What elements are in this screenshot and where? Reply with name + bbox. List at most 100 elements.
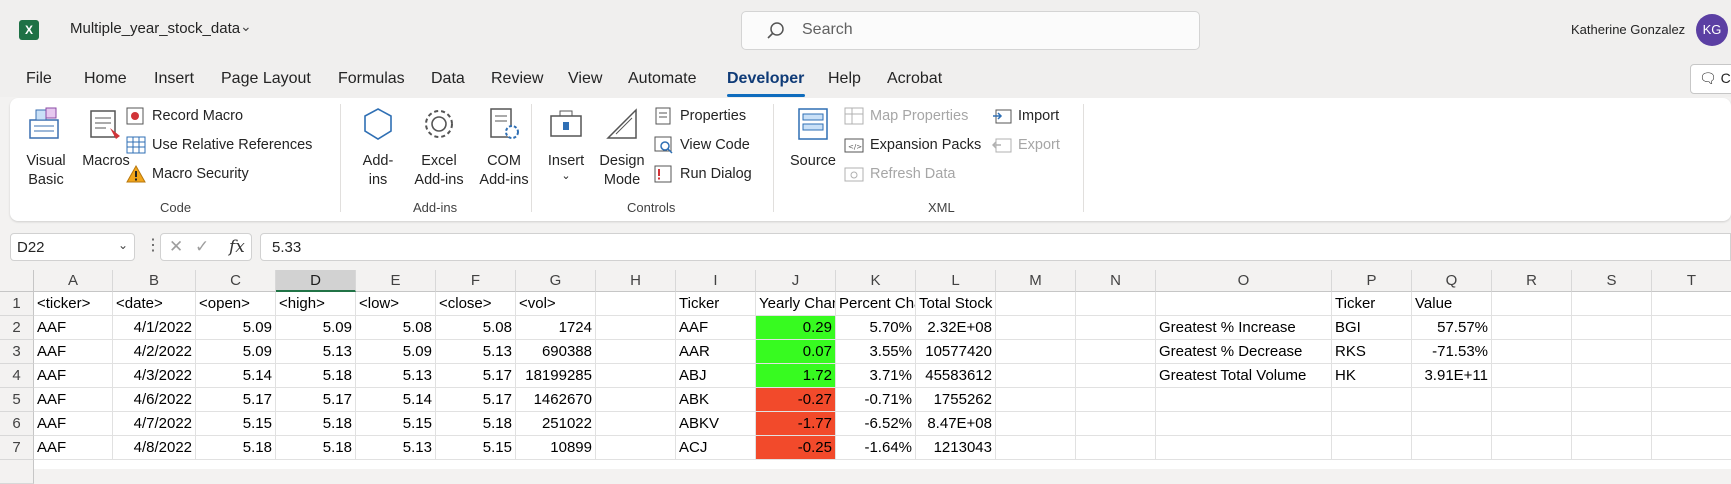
- column-header-s[interactable]: S: [1572, 270, 1652, 292]
- cell-c4[interactable]: 5.14: [196, 364, 276, 388]
- cell-i5[interactable]: ABK: [676, 388, 756, 412]
- column-header-p[interactable]: P: [1332, 270, 1412, 292]
- cell-t2[interactable]: [1652, 316, 1731, 340]
- cell-a4[interactable]: AAF: [34, 364, 113, 388]
- cell-j6[interactable]: -1.77: [756, 412, 836, 436]
- confirm-icon[interactable]: ✓: [195, 237, 210, 256]
- cell-e3[interactable]: 5.09: [356, 340, 436, 364]
- cell-h4[interactable]: [596, 364, 676, 388]
- cell-j1[interactable]: Yearly Change: [756, 292, 836, 316]
- cell-l4[interactable]: 45583612: [916, 364, 996, 388]
- cell-g1[interactable]: <vol>: [516, 292, 596, 316]
- cell-k7[interactable]: -1.64%: [836, 436, 916, 460]
- cell-s1[interactable]: [1572, 292, 1652, 316]
- cell-e7[interactable]: 5.13: [356, 436, 436, 460]
- cell-p6[interactable]: [1332, 412, 1412, 436]
- cell-e1[interactable]: <low>: [356, 292, 436, 316]
- cell-p1[interactable]: Ticker: [1332, 292, 1412, 316]
- cell-s4[interactable]: [1572, 364, 1652, 388]
- cell-n6[interactable]: [1076, 412, 1156, 436]
- cell-j3[interactable]: 0.07: [756, 340, 836, 364]
- record-macro-button[interactable]: Record Macro: [126, 105, 243, 127]
- row-header-1[interactable]: 1: [0, 292, 34, 316]
- chevron-down-icon[interactable]: ⌄: [117, 238, 128, 252]
- cell-h2[interactable]: [596, 316, 676, 340]
- search-input[interactable]: Search: [741, 11, 1200, 50]
- cell-a6[interactable]: AAF: [34, 412, 113, 436]
- cell-o3[interactable]: Greatest % Decrease: [1156, 340, 1332, 364]
- row-header-partial[interactable]: [0, 460, 34, 484]
- cell-f1[interactable]: <close>: [436, 292, 516, 316]
- cell-g3[interactable]: 690388: [516, 340, 596, 364]
- column-header-h[interactable]: H: [596, 270, 676, 292]
- view-code-button[interactable]: View Code: [654, 134, 750, 156]
- add-ins-button[interactable]: Add-ins: [356, 106, 400, 190]
- column-header-q[interactable]: Q: [1412, 270, 1492, 292]
- map-properties-button[interactable]: Map Properties: [844, 105, 968, 127]
- cell-b6[interactable]: 4/7/2022: [113, 412, 196, 436]
- cell-e2[interactable]: 5.08: [356, 316, 436, 340]
- cell-s6[interactable]: [1572, 412, 1652, 436]
- cell-r4[interactable]: [1492, 364, 1572, 388]
- cell-a2[interactable]: AAF: [34, 316, 113, 340]
- tab-page-layout[interactable]: Page Layout: [221, 70, 311, 87]
- chevron-down-icon[interactable]: ⌄: [240, 18, 252, 34]
- cell-d2[interactable]: 5.09: [276, 316, 356, 340]
- document-title[interactable]: Multiple_year_stock_data: [70, 20, 241, 37]
- expansion-packs-button[interactable]: </> Expansion Packs: [844, 134, 981, 156]
- cell-r7[interactable]: [1492, 436, 1572, 460]
- cell-p4[interactable]: HK: [1332, 364, 1412, 388]
- cell-s2[interactable]: [1572, 316, 1652, 340]
- tab-help[interactable]: Help: [828, 70, 861, 87]
- column-header-g[interactable]: G: [516, 270, 596, 292]
- cell-r3[interactable]: [1492, 340, 1572, 364]
- cell-o5[interactable]: [1156, 388, 1332, 412]
- cell-n4[interactable]: [1076, 364, 1156, 388]
- cell-r2[interactable]: [1492, 316, 1572, 340]
- cell-h6[interactable]: [596, 412, 676, 436]
- cell-k6[interactable]: -6.52%: [836, 412, 916, 436]
- cell-a7[interactable]: AAF: [34, 436, 113, 460]
- cell-c5[interactable]: 5.17: [196, 388, 276, 412]
- cell-p2[interactable]: BGI: [1332, 316, 1412, 340]
- cell-m4[interactable]: [996, 364, 1076, 388]
- excel-add-ins-button[interactable]: Excel Add-ins: [408, 106, 470, 190]
- tab-insert[interactable]: Insert: [154, 70, 195, 87]
- row-header-4[interactable]: 4: [0, 364, 34, 388]
- cell-d3[interactable]: 5.13: [276, 340, 356, 364]
- cell-d5[interactable]: 5.17: [276, 388, 356, 412]
- comments-button[interactable]: 🗨 Co: [1690, 64, 1731, 94]
- cell-c7[interactable]: 5.18: [196, 436, 276, 460]
- com-add-ins-button[interactable]: COM Add-ins: [474, 106, 534, 190]
- cell-l5[interactable]: 1755262: [916, 388, 996, 412]
- cell-g5[interactable]: 1462670: [516, 388, 596, 412]
- formula-input[interactable]: 5.33: [260, 233, 1731, 261]
- cell-m3[interactable]: [996, 340, 1076, 364]
- name-box[interactable]: D22 ⌄: [10, 233, 135, 261]
- cell-b7[interactable]: 4/8/2022: [113, 436, 196, 460]
- use-relative-references-button[interactable]: Use Relative References: [126, 134, 312, 156]
- cell-b3[interactable]: 4/2/2022: [113, 340, 196, 364]
- cell-m6[interactable]: [996, 412, 1076, 436]
- cell-e4[interactable]: 5.13: [356, 364, 436, 388]
- cell-t3[interactable]: [1652, 340, 1731, 364]
- cell-b1[interactable]: <date>: [113, 292, 196, 316]
- cell-s3[interactable]: [1572, 340, 1652, 364]
- cell-k4[interactable]: 3.71%: [836, 364, 916, 388]
- run-dialog-button[interactable]: Run Dialog: [654, 163, 752, 185]
- column-header-b[interactable]: B: [113, 270, 196, 292]
- row-header-5[interactable]: 5: [0, 388, 34, 412]
- cell-j5[interactable]: -0.27: [756, 388, 836, 412]
- cell-d4[interactable]: 5.18: [276, 364, 356, 388]
- cell-p7[interactable]: [1332, 436, 1412, 460]
- cell-t6[interactable]: [1652, 412, 1731, 436]
- macro-security-button[interactable]: Macro Security: [126, 163, 249, 185]
- cell-p5[interactable]: [1332, 388, 1412, 412]
- tab-view[interactable]: View: [568, 70, 603, 87]
- tab-automate[interactable]: Automate: [628, 70, 697, 87]
- column-header-l[interactable]: L: [916, 270, 996, 292]
- cell-k3[interactable]: 3.55%: [836, 340, 916, 364]
- cell-r1[interactable]: [1492, 292, 1572, 316]
- user-name[interactable]: Katherine Gonzalez: [1571, 22, 1686, 37]
- cell-g2[interactable]: 1724: [516, 316, 596, 340]
